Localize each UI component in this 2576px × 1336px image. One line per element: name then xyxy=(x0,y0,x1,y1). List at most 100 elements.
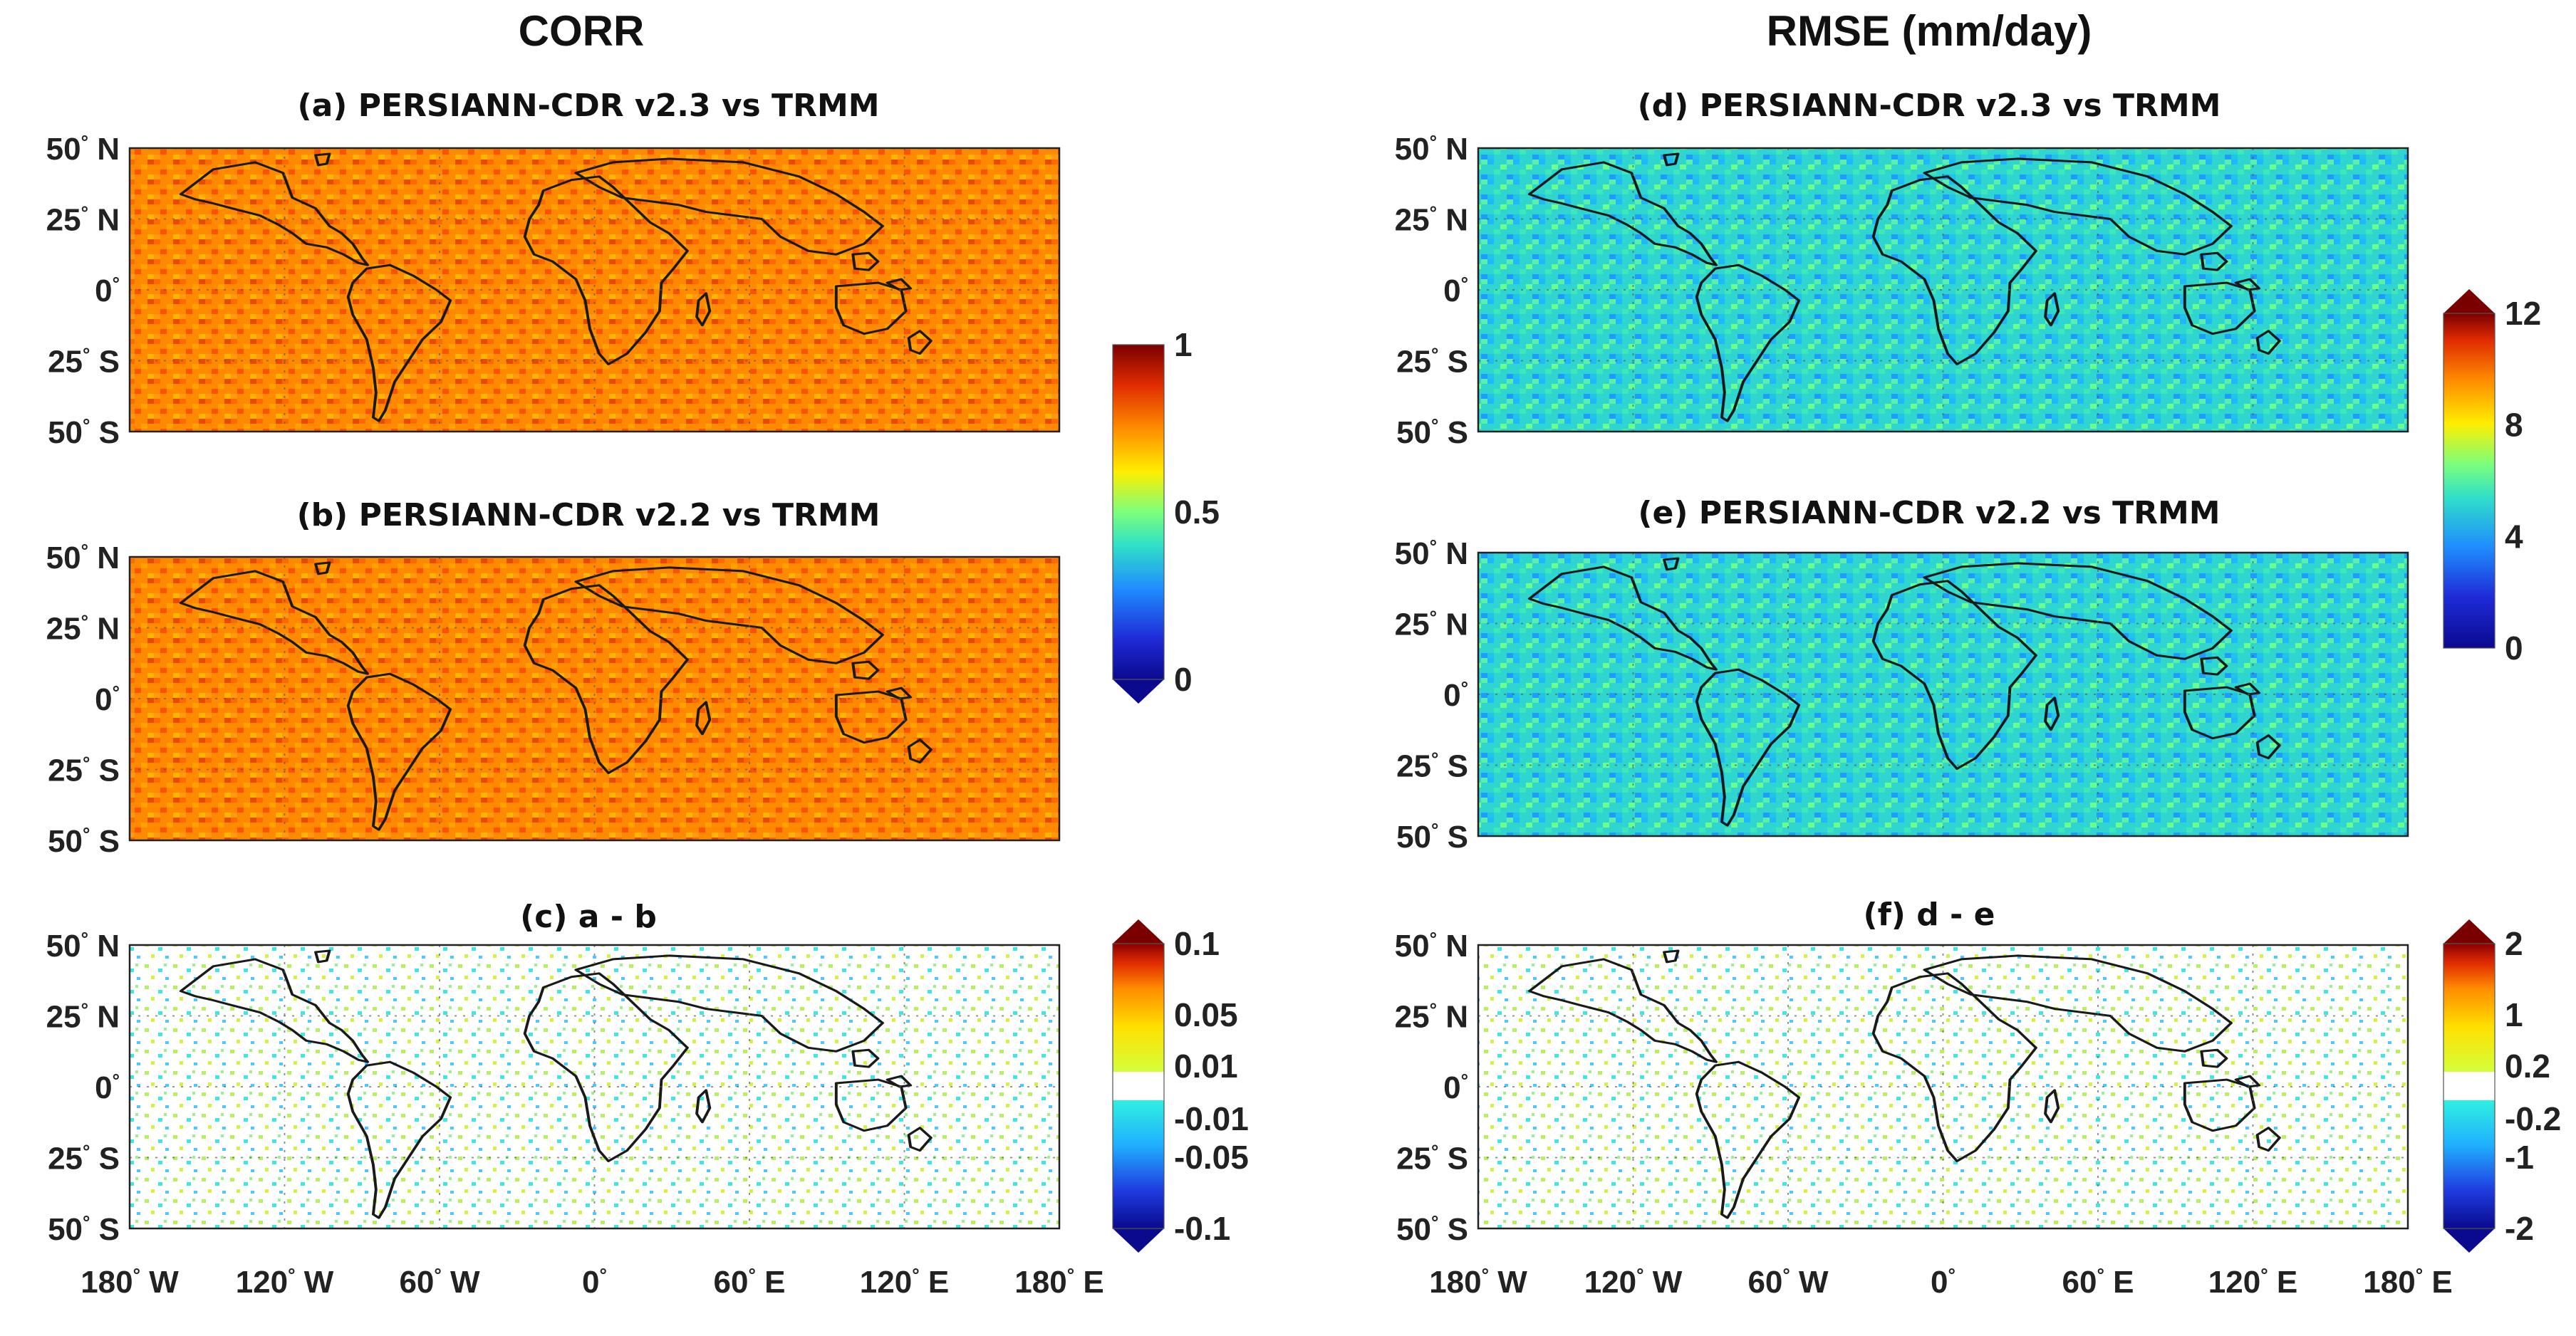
panel-a-title: (a) PERSIANN-CDR v2.3 vs TRMM xyxy=(297,88,879,124)
lon-tick-label: 180° W xyxy=(1429,1264,1527,1300)
colorbar-white-band xyxy=(2443,1072,2495,1100)
lat-tick-label: 25° S xyxy=(48,344,120,380)
colorbar-tick-label: 0.05 xyxy=(1174,996,1238,1033)
colorbar-positive-segment xyxy=(2443,944,2495,1072)
lat-tick-label: 50° N xyxy=(46,928,120,964)
panel-e-title: (e) PERSIANN-CDR v2.2 vs TRMM xyxy=(1638,495,2220,531)
lon-tick-label: 0° xyxy=(1931,1264,1956,1300)
lon-tick-label: 120° E xyxy=(860,1264,949,1300)
map-frame-d xyxy=(1477,147,2409,433)
colorbar-extend-max xyxy=(2443,289,2495,313)
lat-tick-label: 25° N xyxy=(1395,202,1468,238)
map-panel-d: 50° N 25° N 0° 25° S 50° S xyxy=(1395,131,2409,450)
colorbar-tick-label: -2 xyxy=(2505,1210,2534,1247)
column-title-corr: CORR xyxy=(519,7,645,55)
lon-tick-label: 120° E xyxy=(2208,1264,2297,1300)
map-panel-a: 50° N 25° N 0° 25° S 50° S xyxy=(46,131,1061,450)
colorbars: 00.5104812-0.1-0.05-0.010.010.050.1-2-1-… xyxy=(1112,289,2561,1253)
colorbar-outline xyxy=(2443,943,2496,1229)
lat-tick-label: 25° N xyxy=(46,202,120,238)
lat-tick-label: 25° N xyxy=(46,611,120,647)
colorbar-outline xyxy=(2443,313,2496,649)
lat-tick-label: 50° S xyxy=(1396,819,1468,855)
colorbar-outline xyxy=(1112,344,1165,680)
map-panel-b: 50° N 25° N 0° 25° S 50° S xyxy=(46,540,1061,859)
panel-c-title: (c) a - b xyxy=(520,899,657,935)
lat-tick-label: 25° N xyxy=(46,999,120,1035)
lon-tick-label: 120° W xyxy=(1584,1264,1683,1300)
lon-tick-label: 180° E xyxy=(1014,1264,1103,1300)
lat-tick-label: 50° N xyxy=(46,540,120,575)
map-frame-f xyxy=(1477,944,2409,1230)
map-frame-c xyxy=(128,944,1061,1230)
lat-tick-label: 25° N xyxy=(1395,607,1468,642)
lon-tick-label: 120° W xyxy=(236,1264,334,1300)
colorbar-a: 00.51 xyxy=(1112,326,1220,704)
colorbar-tick-label: 1 xyxy=(2505,996,2523,1033)
lat-tick-label: 25° N xyxy=(1395,999,1468,1035)
map-frame-b xyxy=(128,555,1061,842)
panel-b-title: (b) PERSIANN-CDR v2.2 vs TRMM xyxy=(297,497,881,533)
colorbar-gradient xyxy=(1113,345,1164,679)
colorbar-d: 0 4 8 12 xyxy=(2443,289,2541,667)
lat-tick-label: 50° N xyxy=(46,131,120,167)
colorbar-tick-label: 0 xyxy=(1174,661,1193,698)
lat-tick-label: 0° xyxy=(95,682,120,717)
colorbar-tick-label: 0.1 xyxy=(1174,925,1220,962)
lat-tick-label: 50° S xyxy=(48,414,120,450)
lat-tick-label: 0° xyxy=(95,1070,120,1105)
colorbar-c: -0.1 -0.05-0.01 0.01 0.05 0.1 xyxy=(1112,919,1249,1253)
lon-tick-label: 180° E xyxy=(2363,1264,2452,1300)
map-panels: 50° N25° N0°25° S50° S50° N25° N0°25° S5… xyxy=(46,131,2409,1247)
colorbar-tick-label: 1 xyxy=(1174,326,1193,363)
colorbar-gradient xyxy=(2443,313,2495,648)
map-frame-a xyxy=(128,147,1061,433)
lat-tick-label: 0° xyxy=(95,273,120,308)
colorbar-tick-label: 0 xyxy=(2505,630,2523,667)
lat-tick-label: 25° S xyxy=(48,753,120,788)
colorbar-negative-segment xyxy=(1113,1100,1164,1228)
lat-tick-label: 50° N xyxy=(1395,928,1468,964)
map-frame-e xyxy=(1477,551,2409,837)
colorbar-tick-label: 0.5 xyxy=(1174,494,1220,531)
colorbar-white-band xyxy=(1113,1072,1164,1100)
colorbar-tick-label: -1 xyxy=(2505,1139,2534,1176)
lat-tick-label: 50° S xyxy=(1396,414,1468,450)
map-panel-f: 50° N 25° N 0° 25° S 50° S xyxy=(1395,928,2409,1247)
lat-tick-label: 0° xyxy=(1443,677,1468,713)
lon-tick-label: 60° W xyxy=(1747,1264,1829,1300)
colorbar-tick-label: 0.2 xyxy=(2505,1048,2550,1085)
colorbar-tick-label: -0.2 xyxy=(2505,1100,2561,1137)
lat-tick-label: 50° N xyxy=(1395,536,1468,571)
lat-tick-label: 25° S xyxy=(1396,748,1468,784)
colorbar-positive-segment xyxy=(1113,944,1164,1072)
lon-tick-label: 60° W xyxy=(399,1264,480,1300)
map-panel-c: 50° N 25° N 0° 25° S 50° S xyxy=(46,928,1061,1247)
column-title-rmse: RMSE (mm/day) xyxy=(1767,7,2092,55)
longitude-axes: 180° W 120° W 60° W 0° 60° E 120° E 180° E 180°… xyxy=(80,1264,2453,1300)
colorbar-extend-max xyxy=(1113,919,1164,944)
lat-tick-label: 50° S xyxy=(1396,1211,1468,1247)
colorbar-tick-label: 0.01 xyxy=(1174,1048,1238,1085)
lat-tick-label: 50° S xyxy=(48,823,120,859)
panel-d-title: (d) PERSIANN-CDR v2.3 vs TRMM xyxy=(1638,88,2221,124)
colorbar-tick-label: 8 xyxy=(2505,407,2523,444)
colorbar-tick-label: -0.1 xyxy=(1174,1210,1230,1247)
lat-tick-label: 0° xyxy=(1443,1070,1468,1105)
lon-tick-label: 180° W xyxy=(80,1264,179,1300)
map-panel-e: 50° N 25° N 0° 25° S 50° S xyxy=(1395,536,2409,855)
colorbar-negative-segment xyxy=(2443,1100,2495,1228)
colorbar-tick-label: -0.05 xyxy=(1174,1139,1249,1176)
lon-tick-label: 0° xyxy=(582,1264,607,1300)
lat-tick-label: 50° N xyxy=(1395,131,1468,167)
lon-tick-label: 60° E xyxy=(714,1264,786,1300)
lat-tick-label: 0° xyxy=(1443,273,1468,308)
lat-tick-label: 50° S xyxy=(48,1211,120,1247)
colorbar-extend-max xyxy=(2443,919,2495,944)
lat-tick-label: 25° S xyxy=(1396,344,1468,380)
panel-f-title: (f) d - e xyxy=(1864,897,1995,933)
colorbar-f: -2 -1-0.2 0.2 1 2 xyxy=(2443,919,2561,1253)
colorbar-tick-label: 2 xyxy=(2505,925,2523,962)
colorbar-tick-label: -0.01 xyxy=(1174,1100,1249,1137)
